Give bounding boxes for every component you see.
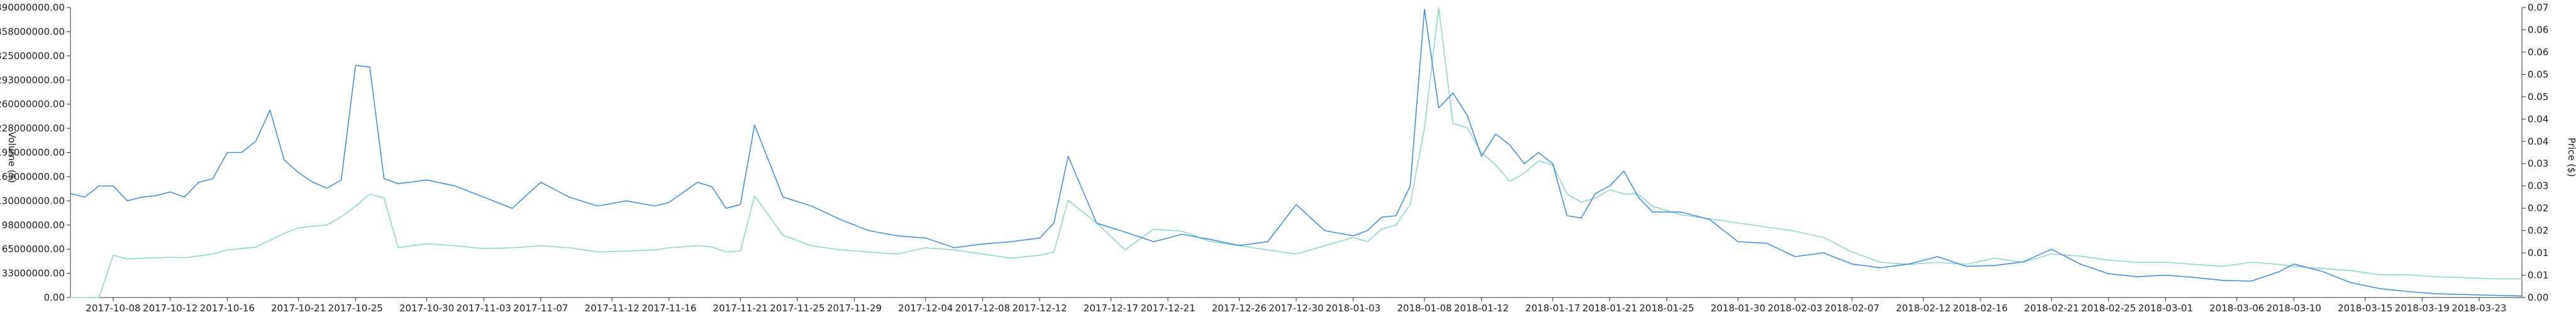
x-tick-label: 2017-11-21 [713, 303, 768, 314]
axes: 0.00 33000000.00 65000000.00 98000000.00 130… [0, 2, 2548, 314]
y-left-tick-label: 33000000.00 [2, 268, 65, 279]
y-left-tick-label: 65000000.00 [2, 243, 65, 255]
x-tick-label: 2017-12-26 [1212, 303, 1267, 314]
y-right-tick-label: 0.05 [2528, 91, 2548, 103]
series-lines [70, 8, 2522, 298]
y-axis-right-label-group: Price ($) [2566, 138, 2576, 177]
x-tick-label: 2017-11-03 [457, 303, 511, 314]
x-tick-label: 2017-12-08 [955, 303, 1010, 314]
price-series-line [70, 8, 2522, 298]
x-tick-label: 2018-02-12 [1896, 303, 1951, 314]
y-left-tick-label: 195000000.00 [0, 147, 65, 158]
x-tick-label: 2018-03-23 [2451, 303, 2506, 314]
y-right-tick-label: 0.04 [2528, 136, 2548, 147]
y-left-tick-label: 228000000.00 [0, 123, 65, 134]
x-tick-label: 2018-03-15 [2338, 303, 2392, 314]
x-tick-label: 2017-10-16 [200, 303, 255, 314]
y-right-tick-label: 0.01 [2528, 247, 2548, 259]
x-tick-label: 2017-11-12 [585, 303, 640, 314]
y-right-tick-label: 0.02 [2528, 225, 2548, 236]
y-left-tick-label: 130000000.00 [0, 195, 65, 206]
x-tick-label: 2017-12-21 [1140, 303, 1195, 314]
y-right-tick-label: 0.06 [2528, 24, 2548, 35]
x-tick-label: 2018-01-21 [1582, 303, 1637, 314]
y-right-tick-label: 0.07 [2528, 2, 2548, 13]
x-tick-label: 2017-10-12 [143, 303, 197, 314]
x-tick-label: 2018-03-19 [2395, 303, 2450, 314]
x-tick-label: 2018-02-03 [1768, 303, 1823, 314]
y-left-tick-label: 325000000.00 [0, 50, 65, 62]
x-tick-label: 2017-11-29 [827, 303, 882, 314]
y-right-tick-label: 0.01 [2528, 270, 2548, 281]
y-right-tick-label: 0.06 [2528, 47, 2548, 58]
y-right-tick-label: 0.02 [2528, 203, 2548, 214]
x-tick-label: 2017-10-21 [271, 303, 326, 314]
y-right-tick-label: 0.04 [2528, 113, 2548, 125]
x-tick-label: 2017-12-12 [1012, 303, 1067, 314]
y-right-tick-label: 0.00 [2528, 292, 2548, 303]
x-tick-label: 2018-01-25 [1640, 303, 1694, 314]
x-tick-label: 2018-01-03 [1326, 303, 1380, 314]
x-tick-label: 2018-01-08 [1397, 303, 1452, 314]
y-left-tick-label: 293000000.00 [0, 74, 65, 86]
x-tick-label: 2017-11-07 [513, 303, 568, 314]
x-tick-label: 2017-10-30 [399, 303, 454, 314]
y-left-tick-label: 98000000.00 [2, 220, 65, 231]
x-tick-label: 2018-03-01 [2138, 303, 2193, 314]
y-left-tick-label: 0.00 [44, 292, 65, 303]
x-tick-label: 2018-02-21 [2024, 303, 2079, 314]
volume-series-line [70, 9, 2522, 296]
x-tick-label: 2018-02-07 [1824, 303, 1879, 314]
y-axis-right-label: Price ($) [2566, 138, 2576, 177]
x-tick-label: 2018-02-16 [1953, 303, 2007, 314]
x-tick-label: 2017-11-16 [641, 303, 696, 314]
x-tick-label: 2018-01-12 [1454, 303, 1509, 314]
x-tick-label: 2017-12-30 [1269, 303, 1323, 314]
y-right-tick-label: 0.03 [2528, 158, 2548, 169]
y-left-tick-label: 358000000.00 [0, 26, 65, 37]
y-left-tick-label: 260000000.00 [0, 99, 65, 110]
y-right-tick-label: 0.03 [2528, 181, 2548, 192]
x-tick-label: 2018-03-06 [2209, 303, 2264, 314]
y-right-tick-label: 0.05 [2528, 69, 2548, 80]
x-tick-label: 2018-01-17 [1525, 303, 1580, 314]
y-left-tick-label: 163000000.00 [0, 171, 65, 182]
x-tick-label: 2018-01-30 [1711, 303, 1765, 314]
y-left-tick-label: 390000000.00 [0, 2, 65, 13]
x-tick-label: 2017-10-08 [86, 303, 140, 314]
x-tick-label: 2017-10-25 [328, 303, 383, 314]
x-tick-label: 2017-12-04 [898, 303, 953, 314]
x-tick-label: 2018-03-10 [2267, 303, 2321, 314]
x-tick-label: 2017-12-17 [1084, 303, 1138, 314]
x-tick-label: 2018-02-25 [2081, 303, 2136, 314]
x-tick-label: 2017-11-25 [770, 303, 824, 314]
